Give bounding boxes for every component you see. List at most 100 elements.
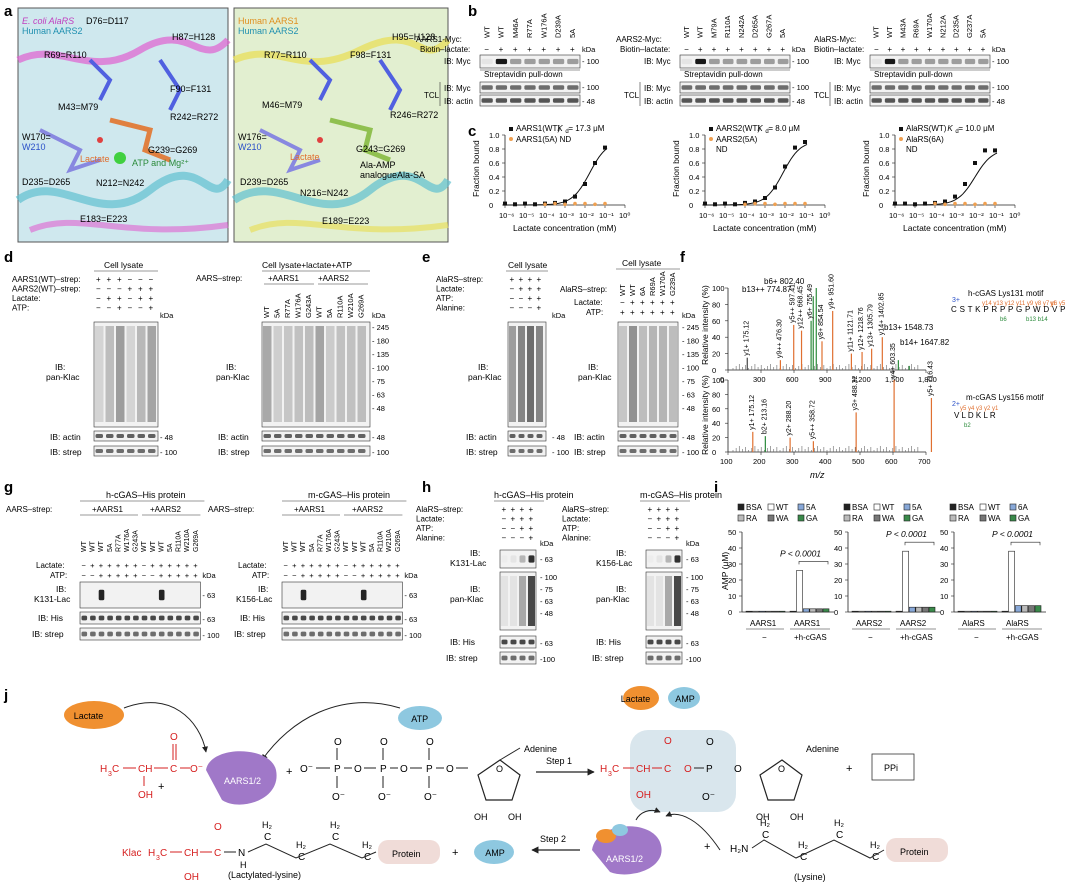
blot-band [518, 449, 525, 453]
ib-label: IB: actin [50, 432, 81, 442]
header-label: m-cGAS–His protein [640, 490, 722, 500]
x-tick-label: 900 [819, 375, 832, 384]
klac-smear [273, 326, 282, 422]
marker: - 100 [682, 448, 699, 457]
ib-label: IB: His [38, 613, 63, 623]
sign: + [620, 308, 625, 317]
lane-label: 5A [369, 543, 376, 552]
blot-band [656, 555, 663, 563]
residue-label: analogueAla-SA [360, 170, 425, 180]
tcl-label: TCL [814, 91, 830, 100]
y-tick-label: 40 [834, 544, 842, 553]
amp-bar [957, 610, 965, 613]
residue-label: R69=R110 [44, 50, 87, 60]
sign: + [159, 571, 164, 580]
legend-mut: AARS2(5A) [716, 135, 758, 144]
wt-point [733, 202, 737, 207]
kda-label: kDa [686, 539, 700, 548]
blot-band [148, 449, 156, 453]
blot-frame [479, 54, 581, 69]
lane-label: M43A [898, 18, 907, 38]
atom-label: H₂ [834, 818, 844, 828]
atom-label: C [160, 848, 167, 859]
y-tick-label: 0.4 [879, 173, 889, 182]
legend-wt-swatch [899, 127, 903, 131]
significance-bracket [904, 541, 935, 546]
blot-band [649, 449, 657, 453]
blot-band [518, 434, 525, 438]
legend-label: RA [746, 514, 758, 523]
kda-label: kDa [540, 539, 554, 548]
atom-label: C [872, 852, 879, 863]
condition-label: ATP: [50, 571, 67, 580]
lane-label: WT [98, 540, 105, 552]
blot-band [495, 58, 508, 65]
x-tick-label: 700 [918, 457, 931, 466]
legend-swatch [843, 503, 851, 511]
amp-bar [922, 606, 929, 613]
sign: + [318, 561, 323, 570]
sign: − [520, 534, 525, 543]
header-label: h-cGAS–His protein [494, 490, 574, 500]
atom-label: H [148, 848, 155, 859]
klac-smear [528, 576, 535, 626]
lane-label: WT [885, 26, 894, 38]
sign: + [387, 561, 392, 570]
residue-label: E189=E223 [322, 216, 369, 226]
sign: + [96, 275, 101, 284]
blot-band [98, 589, 105, 601]
blot-band [695, 85, 706, 90]
marker: - 48 [682, 404, 695, 413]
charge-label: 2+ [952, 401, 960, 408]
sign: + [648, 505, 653, 514]
atom-label: C [214, 848, 221, 859]
blot-band [764, 98, 775, 103]
ppi-label: PPi [884, 763, 898, 773]
mutant-point [583, 201, 587, 206]
lane-label: 5A [273, 309, 282, 318]
amp-bar [990, 610, 998, 613]
sign: − [128, 304, 133, 313]
sign: − [284, 571, 289, 580]
marker: - 48 [540, 609, 553, 618]
group-label: AlaRS [962, 619, 985, 628]
ion-label: y13+ 1305.79 [868, 304, 875, 347]
atom-label: H₂ [760, 818, 770, 828]
klac-smear [669, 326, 677, 422]
sign: + [513, 45, 518, 54]
biotin-row-label: Biotin–lactate: [814, 45, 864, 54]
mutant-point [783, 201, 787, 206]
atom-label: O [354, 764, 362, 775]
sign: + [335, 561, 340, 570]
lane-label: R77A [283, 299, 292, 318]
sign: + [541, 45, 546, 54]
lane-label: R69A [648, 277, 657, 296]
x-tick-label: 10⁻¹ [799, 211, 814, 220]
sign: + [666, 505, 671, 514]
sign: + [510, 275, 515, 284]
group-label: +AARS2 [352, 505, 383, 514]
legend-wt: AlaRS(WT) [906, 124, 947, 133]
panel-letter-g: g [4, 479, 13, 496]
mutant-point [593, 202, 597, 207]
condition-label: AlaRS–strep: [416, 505, 463, 514]
sign: − [511, 534, 516, 543]
sign: + [128, 285, 133, 294]
sign: + [666, 524, 671, 533]
sign: + [499, 45, 504, 54]
blot-band [116, 434, 124, 438]
marker: - 63 [686, 597, 699, 606]
biotin-row-label: Biotin–lactate: [420, 45, 470, 54]
y-tick-label: 0 [712, 366, 716, 375]
blot-band [283, 631, 290, 637]
blot-band [722, 58, 734, 65]
sign: + [712, 45, 717, 54]
blot-band [681, 98, 693, 103]
blot-band [115, 631, 122, 637]
sign: + [650, 298, 655, 307]
sign: − [82, 561, 87, 570]
blot-band [481, 58, 493, 65]
sign: + [125, 571, 130, 580]
blot-band [938, 85, 949, 90]
y-tick-label: 100 [712, 284, 725, 293]
